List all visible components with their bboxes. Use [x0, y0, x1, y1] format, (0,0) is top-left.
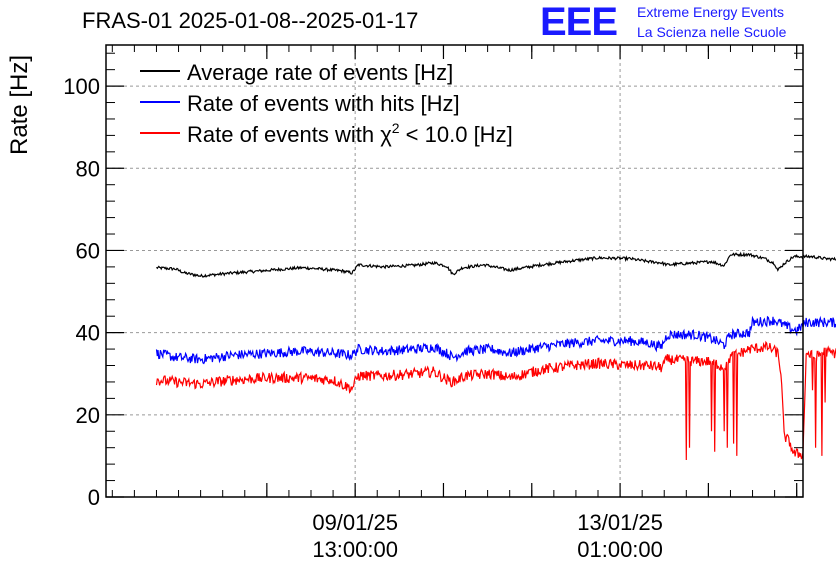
legend: Average rate of events [Hz] Rate of event… [140, 60, 513, 147]
x-tick-time-label: 13:00:00 [312, 537, 398, 562]
y-tick-label: 60 [76, 238, 100, 263]
series-line-1 [156, 251, 836, 278]
ticks-layer [106, 45, 803, 498]
x-tick-date-label: 13/01/25 [577, 510, 663, 535]
chart-title: FRAS-01 2025-01-08--2025-01-17 [82, 8, 419, 33]
logo-tagline-2: La Scienza nelle Scuole [637, 24, 787, 40]
x-tick-date-label: 09/01/25 [312, 510, 398, 535]
y-tick-label: 80 [76, 156, 100, 181]
series-layer [155, 251, 836, 461]
logo-tagline-1: Extreme Energy Events [637, 4, 785, 20]
legend-label-1: Average rate of events [Hz] [187, 60, 453, 85]
x-tick-time-label: 01:00:00 [577, 537, 663, 562]
y-axis-label: Rate [Hz] [6, 55, 33, 155]
legend-label-2: Rate of events with hits [Hz] [187, 91, 460, 116]
y-tick-label: 100 [63, 74, 100, 99]
y-tick-label: 40 [76, 321, 100, 346]
series-line-2 [155, 315, 836, 365]
plot-frame [105, 44, 804, 498]
legend-label-3: Rate of events with χ2 < 10.0 [Hz] [187, 120, 513, 147]
eee-logo: EEE [540, 0, 618, 44]
grid-layer [106, 45, 803, 497]
series-line-3 [155, 340, 836, 461]
y-tick-label: 20 [76, 403, 100, 428]
y-tick-label: 0 [88, 485, 100, 510]
